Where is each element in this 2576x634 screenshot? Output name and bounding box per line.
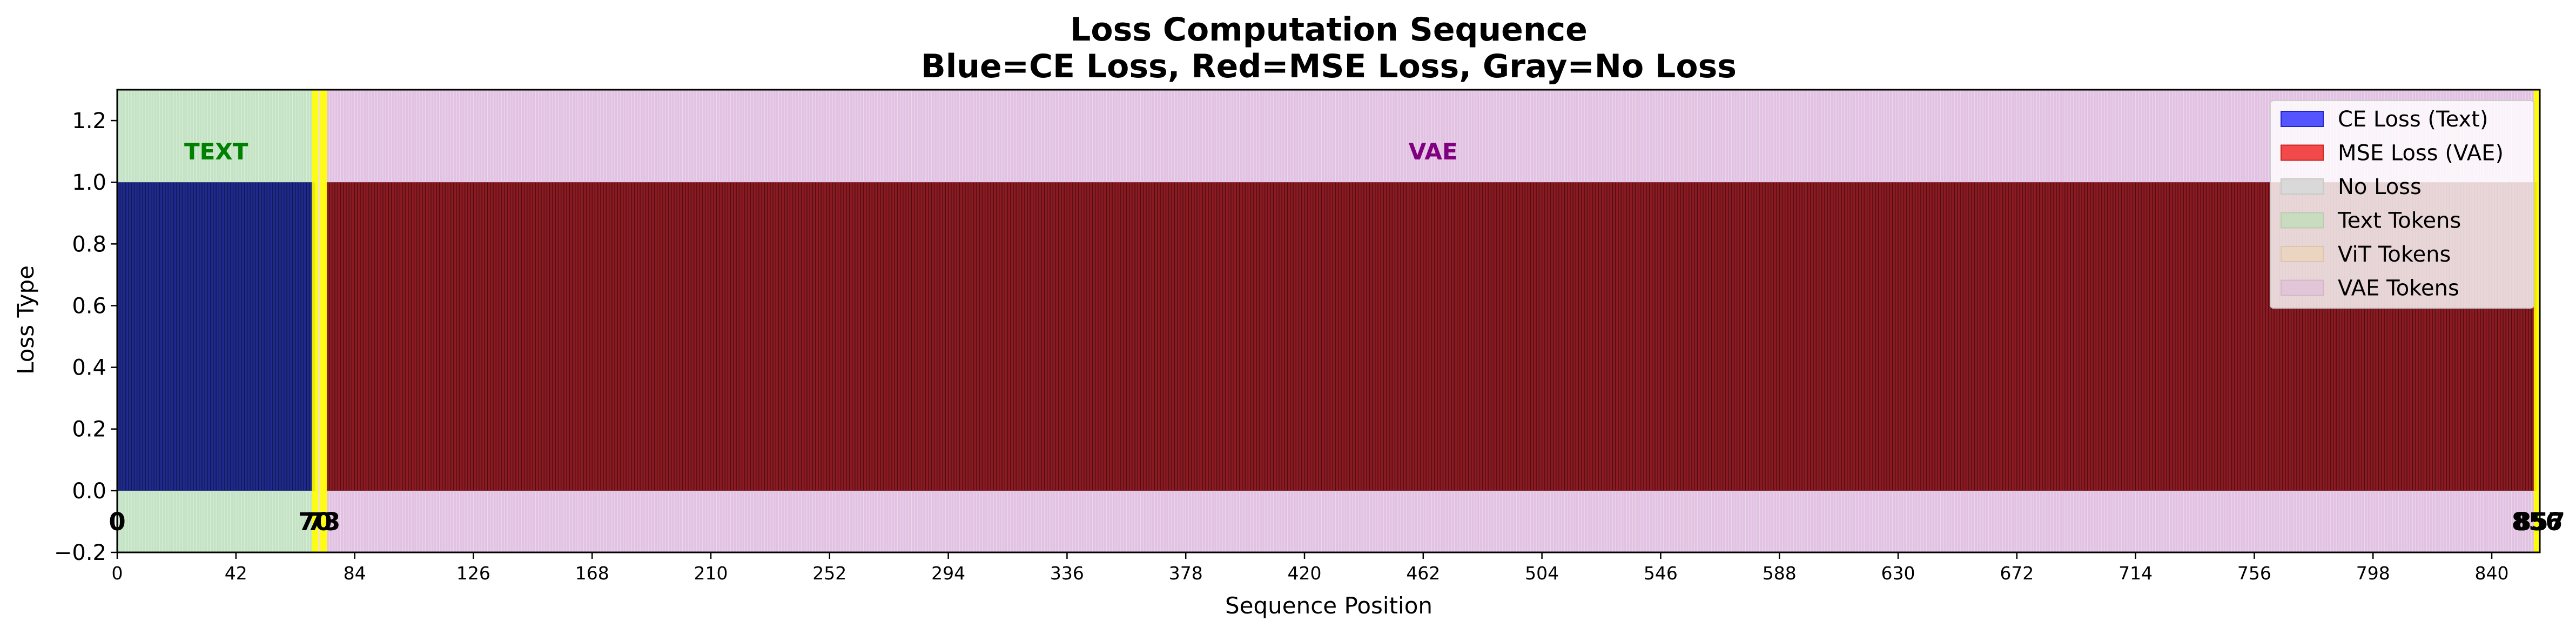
- highlight-bar: [312, 90, 319, 552]
- x-tick-label: 126: [456, 563, 490, 584]
- legend: CE Loss (Text) MSE Loss (VAE) No Loss Text …: [2270, 100, 2534, 309]
- position-marker: 73: [307, 508, 341, 536]
- x-tick-label: 756: [2237, 563, 2271, 584]
- x-tick-label: 420: [1288, 563, 1322, 584]
- legend-entry-label: CE Loss (Text): [2338, 107, 2488, 132]
- legend-swatch: [2281, 212, 2324, 229]
- position-marker: 70: [298, 508, 332, 536]
- highlight-bar: [320, 90, 327, 552]
- legend-swatch: [2281, 279, 2324, 296]
- loss-bar-ce-loss-text-: [117, 182, 315, 491]
- y-tick-label: 0.4: [72, 356, 106, 381]
- legend-entry-label: No Loss: [2338, 175, 2422, 199]
- highlight-bar: [2537, 90, 2540, 552]
- y-axis-label: Loss Type: [12, 265, 39, 375]
- chart-subtitle: Blue=CE Loss, Red=MSE Loss, Gray=No Loss: [921, 48, 1737, 85]
- region-label-vae: VAE: [1409, 138, 1458, 165]
- loss-bar-mse-loss-vae-: [326, 182, 2537, 491]
- y-tick-label: 1.2: [72, 109, 106, 134]
- x-axis-label: Sequence Position: [1225, 592, 1432, 619]
- legend-box: [2270, 100, 2534, 309]
- legend-entry-label: MSE Loss (VAE): [2338, 141, 2504, 166]
- x-tick-label: 168: [575, 563, 609, 584]
- plot-frame: [116, 89, 2541, 553]
- x-tick-label: 378: [1169, 563, 1203, 584]
- y-tick-label: 0.8: [72, 232, 106, 257]
- x-tick-label: 630: [1881, 563, 1915, 584]
- x-tick-label: 714: [2118, 563, 2153, 584]
- y-tick-label: −0.2: [54, 540, 106, 565]
- legend-entry-label: VAE Tokens: [2338, 276, 2459, 301]
- x-tick-label: 0: [112, 563, 123, 584]
- y-tick-label: 1.0: [72, 170, 106, 195]
- x-tick-label: 546: [1644, 563, 1678, 584]
- chart-title: Loss Computation Sequence: [1070, 11, 1588, 49]
- y-tick-label: 0.6: [72, 293, 106, 318]
- x-tick-label: 798: [2356, 563, 2390, 584]
- plot-content: TEXT VAE: [117, 90, 2540, 552]
- x-tick-label: 210: [694, 563, 728, 584]
- x-tick-label: 42: [225, 563, 247, 584]
- legend-swatch: [2281, 111, 2324, 127]
- position-marker: 856: [2512, 508, 2562, 536]
- x-tick-label: 840: [2475, 563, 2509, 584]
- legend-swatch: [2281, 144, 2324, 161]
- x-tick-label: 462: [1406, 563, 1440, 584]
- x-tick-label: 672: [2000, 563, 2034, 584]
- x-tick-label: 504: [1525, 563, 1559, 584]
- legend-entry-label: Text Tokens: [2337, 209, 2461, 233]
- region-label-text: TEXT: [184, 138, 248, 165]
- axes: −0.2 0.0 0.2 0.4 0.6 0.8 1.0 1.2 0 42 84 126 168 210 2…: [54, 89, 2541, 584]
- x-tick-label: 294: [931, 563, 965, 584]
- x-tick-label: 336: [1050, 563, 1084, 584]
- legend-swatch: [2281, 178, 2324, 195]
- y-tick-label: 0.0: [72, 479, 106, 504]
- x-tick-label: 252: [812, 563, 846, 584]
- y-tick-label: 0.2: [72, 417, 106, 442]
- legend-swatch: [2281, 246, 2324, 262]
- x-tick-label: 588: [1763, 563, 1797, 584]
- x-tick-label: 84: [344, 563, 366, 584]
- legend-entry-label: ViT Tokens: [2338, 242, 2451, 267]
